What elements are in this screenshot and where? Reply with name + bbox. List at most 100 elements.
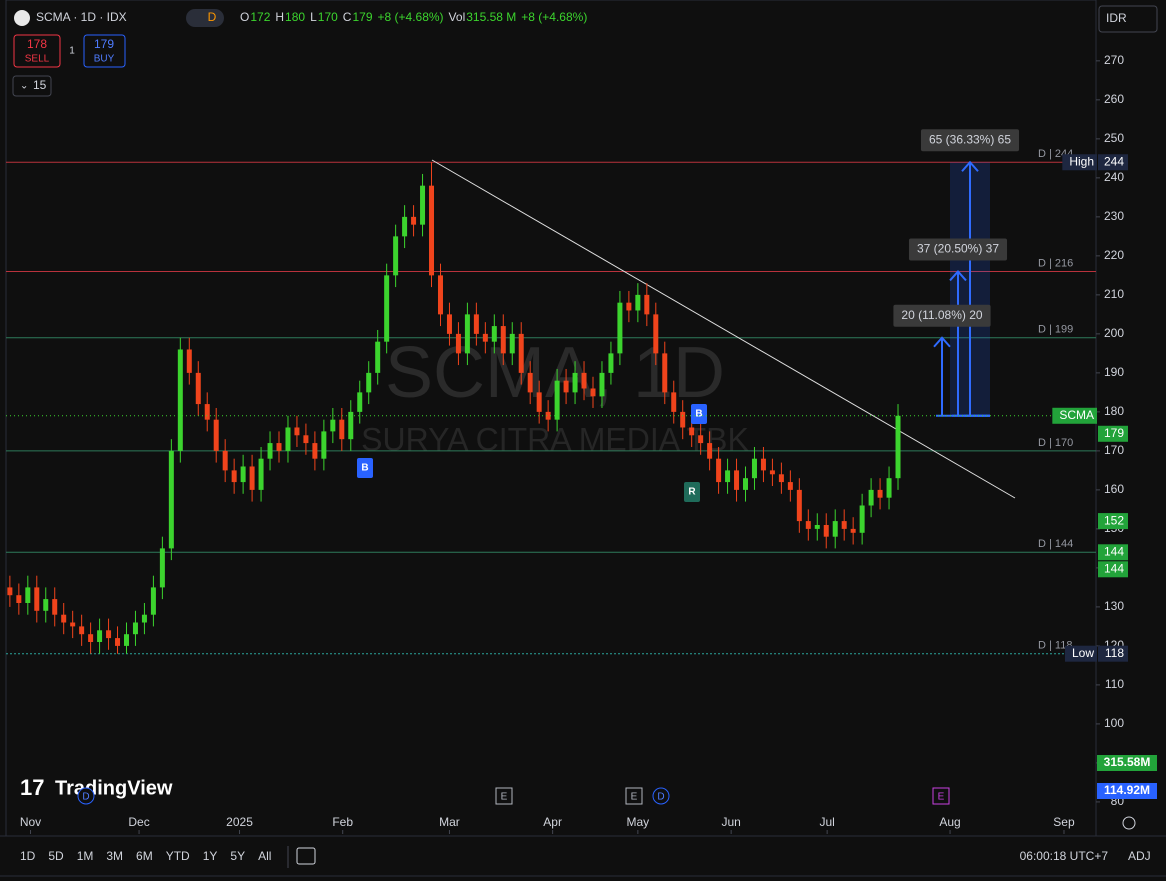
candle-body [509, 333, 515, 354]
y-tick-label: 230 [1104, 209, 1124, 223]
x-tick-label: 2025 [226, 815, 253, 829]
candle-body [150, 587, 156, 615]
buy-button[interactable] [83, 34, 126, 68]
range-button[interactable]: All [258, 849, 271, 863]
range-button[interactable]: 5Y [230, 849, 245, 863]
level-label: D | 199 [1038, 324, 1073, 336]
y-tick-label: 180 [1104, 404, 1124, 418]
date-range-icon[interactable] [296, 847, 316, 865]
candle-body [608, 353, 614, 373]
y-tick-label: 110 [1105, 677, 1124, 691]
candle-body [240, 466, 246, 483]
y-tick-label: 270 [1104, 53, 1124, 67]
logo-mark: 17 [20, 775, 44, 800]
candle-body [725, 470, 731, 483]
candle-body [420, 185, 426, 225]
measure-label: 20 (11.08%) 20 [893, 304, 991, 327]
event-marker [932, 787, 950, 805]
candle-body [402, 216, 408, 237]
chevron[interactable]: ⌄ [20, 81, 28, 92]
candle-body [97, 630, 103, 643]
price-tag [1098, 513, 1128, 530]
candle-body [859, 505, 865, 533]
candle-body [249, 466, 255, 490]
candle-body [375, 341, 381, 373]
candle-body [177, 349, 183, 451]
ohlc-text: 170 [318, 10, 338, 24]
currency-box[interactable] [1098, 5, 1158, 33]
tag-label: SCMA [1059, 408, 1094, 422]
indicator-count[interactable]: 15 [33, 78, 47, 92]
candle-body [743, 478, 749, 490]
event-marker [625, 787, 643, 805]
symbol-icon [14, 10, 30, 26]
sell-label[interactable]: SELL [25, 54, 50, 65]
y-tick-label: 130 [1104, 599, 1124, 613]
badge [186, 9, 224, 27]
candle-body [464, 314, 470, 354]
trend-line [431, 159, 1016, 499]
indicators-toggle[interactable] [12, 75, 52, 97]
range-button[interactable]: YTD [166, 849, 190, 863]
range-button[interactable]: 1D [20, 849, 36, 863]
arrow-head [933, 336, 951, 348]
price-tag [1098, 154, 1128, 171]
candle-body [500, 326, 506, 354]
clock: 06:00:18 UTC+7 [1020, 849, 1109, 863]
sell-price[interactable]: 178 [27, 37, 47, 51]
candle-body [159, 548, 165, 588]
range-button[interactable]: 5D [48, 849, 64, 863]
candle-body [267, 443, 273, 459]
sell-button[interactable] [13, 34, 61, 68]
candle-body [312, 443, 318, 459]
candle-body [455, 333, 461, 354]
level-label: D | 216 [1038, 257, 1073, 269]
level-label: D | 144 [1038, 538, 1073, 550]
currency[interactable]: IDR [1106, 11, 1127, 25]
x-tick-label: Aug [939, 815, 960, 829]
candle-body [635, 294, 641, 311]
candle-body [393, 236, 399, 276]
candle-body [52, 599, 58, 615]
candle-body [482, 333, 488, 342]
buy-label[interactable]: BUY [94, 54, 115, 65]
candle-body [285, 427, 291, 451]
symbol[interactable]: SCMA · 1D · IDX [36, 10, 127, 24]
candle-body [716, 458, 722, 483]
signal-label: B [361, 463, 368, 474]
x-tick-label: Dec [128, 815, 149, 829]
y-tick-label: 260 [1104, 92, 1124, 106]
y-tick-label: 200 [1104, 326, 1124, 340]
level-label: D | 170 [1038, 437, 1073, 449]
candle-body [348, 411, 354, 440]
price-tag-text: 144 [1104, 544, 1124, 558]
candle-body [796, 489, 802, 522]
watermark-subtitle: SURYA CITRA MEDIA TBK [361, 421, 749, 457]
buy-price[interactable]: 179 [94, 37, 114, 51]
settings-icon[interactable] [1122, 816, 1136, 830]
ohlc-text: Vol [449, 10, 466, 24]
price-tag-text: 179 [1104, 426, 1124, 440]
label-box [893, 304, 991, 327]
candle-body [832, 521, 838, 537]
candle-body [106, 630, 112, 639]
range-button[interactable]: 1M [77, 849, 94, 863]
candle-body [841, 521, 847, 529]
ohlc-text: L [310, 10, 317, 24]
adjust-toggle[interactable]: ADJ [1128, 849, 1151, 863]
candle-body [321, 431, 327, 459]
range-button[interactable]: 1Y [203, 849, 218, 863]
arrow-head [949, 269, 967, 282]
signal-badge [357, 458, 373, 478]
ohlc-text: O [240, 10, 249, 24]
candle-body [895, 415, 901, 479]
ohlc-text: 172 [250, 10, 270, 24]
range-button[interactable]: 6M [136, 849, 153, 863]
candle-body [518, 333, 524, 373]
candle-body [70, 622, 76, 627]
range-button[interactable]: 3M [106, 849, 123, 863]
candle-body [34, 587, 40, 611]
tag-label: High [1069, 154, 1094, 168]
candle-body [339, 419, 345, 440]
event-label: E [631, 792, 638, 803]
